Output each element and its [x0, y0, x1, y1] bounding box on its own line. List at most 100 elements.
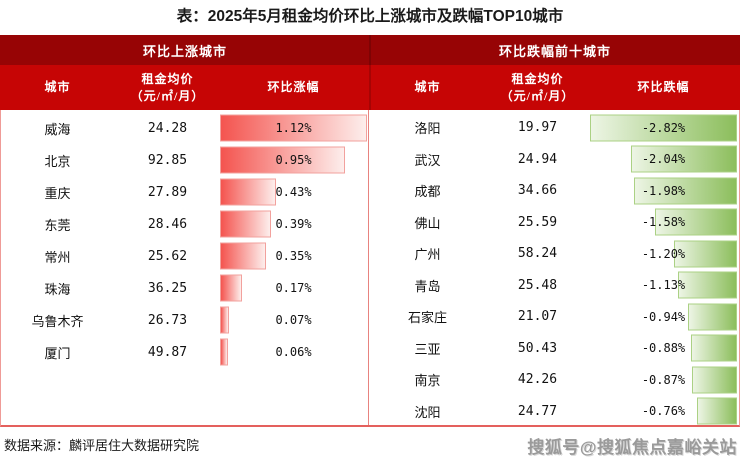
- city-name: 南京: [414, 373, 441, 389]
- change-percent-label: -1.20%: [641, 246, 686, 261]
- group-header-decrease: 环比跌幅前十城市: [498, 43, 611, 59]
- change-bar-cell: -0.87%: [590, 364, 737, 396]
- price-value: 26.73: [147, 312, 188, 328]
- change-bar-cell: 1.12%: [220, 112, 367, 144]
- column-headers-right: 城市 租金均价 （元/㎡/月） 环比跌幅: [370, 65, 740, 110]
- city-name: 威海: [44, 121, 71, 137]
- change-percent-label: 0.43%: [275, 185, 312, 199]
- city-name: 石家庄: [407, 310, 447, 326]
- col-header-price-line2: （元/㎡/月）: [130, 88, 205, 103]
- city-name: 洛阳: [414, 121, 441, 137]
- change-percent-label: 0.07%: [275, 313, 312, 327]
- change-percent-label: -1.98%: [641, 183, 686, 198]
- change-percent-label: -1.58%: [641, 215, 686, 230]
- header-panel-divider: [369, 35, 371, 110]
- price-value: 25.48: [517, 277, 558, 293]
- change-bar-cell: -1.20%: [590, 238, 737, 270]
- col-header-decrease: 环比跌幅: [637, 80, 690, 95]
- col-header-price-line1: 租金均价: [141, 72, 194, 87]
- table-row: 东莞 28.46 0.39%: [0, 208, 367, 240]
- decrease-bar: [674, 240, 737, 268]
- price-value: 42.26: [517, 372, 558, 388]
- decrease-bar: [590, 114, 737, 142]
- city-name: 成都: [414, 184, 441, 200]
- city-name: 武汉: [414, 152, 441, 168]
- change-bar-cell: -2.82%: [590, 112, 737, 144]
- decrease-bar: [633, 177, 737, 205]
- city-name: 青岛: [414, 278, 441, 294]
- change-bar-cell: -0.94%: [590, 301, 737, 333]
- price-value: 19.97: [517, 120, 558, 136]
- decrease-bar: [691, 334, 737, 362]
- table-row: 三亚 50.43 -0.88%: [370, 333, 738, 365]
- change-bar-cell: -0.88%: [590, 333, 737, 365]
- change-percent-label: -2.82%: [641, 120, 686, 135]
- increase-rows: 威海 24.28 1.12% 北京 92.85 0.95% 重庆 27.89 0.43% 东莞 28…: [0, 112, 367, 368]
- increase-bar: [220, 338, 228, 366]
- city-name: 常州: [44, 249, 71, 265]
- increase-bar: [220, 178, 277, 206]
- col-header-price-right: 租金均价 （元/㎡/月）: [485, 65, 590, 110]
- change-percent-label: -0.76%: [641, 404, 686, 419]
- price-value: 21.07: [517, 309, 558, 325]
- city-name: 厦门: [44, 345, 71, 361]
- table-body: [0, 110, 740, 427]
- table-row: 北京 92.85 0.95%: [0, 144, 367, 176]
- city-name: 沈阳: [414, 404, 441, 420]
- price-value: 34.66: [517, 183, 558, 199]
- change-bar-cell: -2.04%: [590, 144, 737, 176]
- table-row: 成都 34.66 -1.98%: [370, 175, 738, 207]
- increase-bar: [220, 242, 266, 270]
- price-value: 25.62: [147, 248, 188, 264]
- table-row: 石家庄 21.07 -0.94%: [370, 301, 738, 333]
- price-value: 58.24: [517, 246, 558, 262]
- city-name: 乌鲁木齐: [31, 313, 84, 329]
- group-header-band: 环比上涨城市 环比跌幅前十城市: [0, 35, 740, 65]
- price-value: 24.94: [517, 151, 558, 167]
- table-row: 重庆 27.89 0.43%: [0, 176, 367, 208]
- change-bar-cell: 0.35%: [220, 240, 367, 272]
- change-bar-cell: -1.58%: [590, 207, 737, 239]
- change-percent-label: -1.13%: [641, 278, 686, 293]
- decrease-bar: [697, 397, 737, 425]
- decrease-bar: [678, 271, 737, 299]
- price-value: 50.43: [517, 340, 558, 356]
- city-name: 佛山: [414, 215, 441, 231]
- decrease-rows: 洛阳 19.97 -2.82% 武汉 24.94 -2.04% 成都 34.66 -1.98% 佛…: [370, 112, 738, 427]
- change-percent-label: 0.39%: [275, 217, 312, 231]
- change-bar-cell: 0.17%: [220, 272, 367, 304]
- price-value: 49.87: [147, 344, 188, 360]
- change-bar-cell: 0.39%: [220, 208, 367, 240]
- change-bar-cell: -1.98%: [590, 175, 737, 207]
- increase-bar: [220, 114, 367, 142]
- increase-bar: [220, 210, 272, 238]
- change-percent-label: -0.94%: [641, 309, 686, 324]
- city-name: 广州: [414, 247, 441, 263]
- table-row: 南京 42.26 -0.87%: [370, 364, 738, 396]
- col-header-city-left: 城市: [44, 80, 71, 95]
- change-percent-label: 0.17%: [275, 281, 312, 295]
- city-name: 三亚: [414, 341, 441, 357]
- table-row: 常州 25.62 0.35%: [0, 240, 367, 272]
- decrease-bar: [688, 303, 737, 331]
- table-row: 佛山 25.59 -1.58%: [370, 207, 738, 239]
- column-header-band: 城市 租金均价 （元/㎡/月） 环比涨幅 城市 租金均价 （元/㎡/月） 环比跌…: [0, 65, 740, 110]
- table-row: 乌鲁木齐 26.73 0.07%: [0, 304, 367, 336]
- data-source-note: 数据来源：麟评居住大数据研究院: [4, 438, 200, 453]
- col-header-price-left: 租金均价 （元/㎡/月）: [115, 65, 220, 110]
- increase-bar: [220, 274, 243, 302]
- rent-change-table: 环比上涨城市 环比跌幅前十城市 城市 租金均价 （元/㎡/月） 环比涨幅 城市 …: [0, 35, 740, 427]
- table-row: 厦门 49.87 0.06%: [0, 336, 367, 368]
- col-header-increase: 环比涨幅: [267, 80, 320, 95]
- change-percent-label: -2.04%: [641, 152, 686, 167]
- city-name: 重庆: [44, 185, 71, 201]
- increase-bar: [220, 146, 345, 174]
- price-value: 36.25: [147, 280, 188, 296]
- decrease-bar: [691, 366, 737, 394]
- panel-divider: [368, 110, 369, 425]
- price-value: 27.89: [147, 184, 188, 200]
- decrease-bar: [654, 208, 737, 236]
- city-name: 东莞: [44, 217, 71, 233]
- column-headers-left: 城市 租金均价 （元/㎡/月） 环比涨幅: [0, 65, 370, 110]
- price-value: 28.46: [147, 216, 188, 232]
